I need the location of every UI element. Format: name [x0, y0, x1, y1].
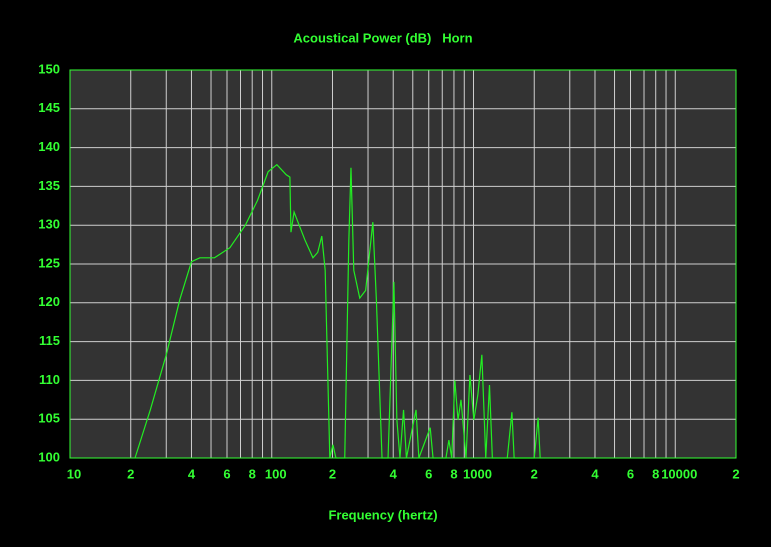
x-tick-label: 2 [732, 466, 739, 481]
x-tick-label: 4 [188, 466, 196, 481]
x-tick-label: 6 [223, 466, 230, 481]
y-tick-label: 145 [38, 100, 60, 115]
y-tick-label: 130 [38, 217, 60, 232]
x-tick-label: 8 [249, 466, 256, 481]
y-tick-label: 135 [38, 178, 60, 193]
y-tick-label: 105 [38, 411, 60, 426]
x-tick-label: 6 [425, 466, 432, 481]
x-tick-label: 6 [627, 466, 634, 481]
y-tick-label: 110 [39, 372, 60, 387]
y-tick-label: 120 [38, 294, 60, 309]
x-tick-label: 8 [450, 466, 457, 481]
x-tick-label: 10 [67, 466, 81, 481]
x-tick-label: 8 [652, 466, 659, 481]
y-tick-label: 140 [38, 139, 60, 154]
x-tick-label: 10000 [661, 466, 697, 481]
x-axis-label: Frequency (hertz) [328, 507, 437, 522]
y-tick-label: 100 [38, 449, 60, 464]
x-tick-label: 100 [265, 466, 287, 481]
x-tick-label: 2 [329, 466, 336, 481]
y-tick-label: 150 [38, 61, 60, 76]
x-tick-label: 4 [390, 466, 398, 481]
x-tick-label: 2 [531, 466, 538, 481]
plot-border [69, 69, 737, 459]
data-line [134, 163, 541, 459]
y-tick-label: 115 [39, 333, 60, 348]
y-tick-label: 125 [38, 255, 60, 270]
x-tick-label: 2 [127, 466, 134, 481]
x-tick-label: 1000 [463, 466, 492, 481]
chart-title: Acoustical Power (dB) Horn [293, 30, 472, 45]
x-tick-label: 4 [591, 466, 599, 481]
